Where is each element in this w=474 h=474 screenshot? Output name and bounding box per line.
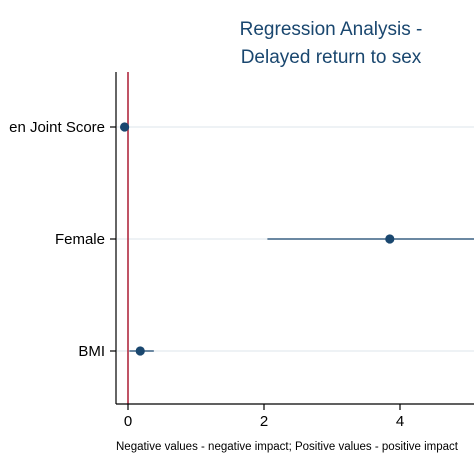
x-axis-ticks: 0 2 4 — [124, 404, 404, 430]
point-estimates — [120, 122, 395, 356]
x-tick-label-1: 2 — [260, 413, 268, 430]
x-tick-label-2: 4 — [396, 413, 404, 430]
x-axis-label: Negative values - negative impact; Posit… — [116, 441, 459, 453]
x-tick-label-0: 0 — [124, 413, 132, 430]
category-label-2: BMI — [78, 343, 105, 360]
title-line-2: Delayed return to sex — [241, 47, 422, 68]
chart-title: Regression Analysis - Delayed return to … — [240, 19, 423, 68]
category-label-1: Female — [55, 231, 105, 248]
y-axis-ticks: en Joint Score Female BMI — [9, 119, 116, 360]
point-estimate-1 — [385, 234, 395, 244]
confidence-intervals — [129, 238, 474, 352]
point-estimate-0 — [120, 122, 130, 132]
category-label-0: en Joint Score — [9, 119, 105, 136]
point-estimate-2 — [135, 346, 145, 356]
title-line-1: Regression Analysis - — [240, 19, 423, 40]
